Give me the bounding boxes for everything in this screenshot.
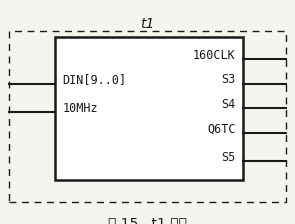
Text: 10MHz: 10MHz: [62, 102, 98, 115]
Text: S5: S5: [222, 151, 236, 164]
Text: S4: S4: [222, 98, 236, 111]
Bar: [55, 37, 243, 180]
Text: Q6TC: Q6TC: [207, 122, 236, 135]
Text: 160CLK: 160CLK: [193, 49, 236, 62]
Bar: [9, 31, 286, 202]
Text: DIN[9..0]: DIN[9..0]: [62, 73, 126, 86]
Text: 图 15   t1 模块: 图 15 t1 模块: [108, 216, 187, 224]
Text: t1: t1: [140, 17, 155, 31]
Text: S3: S3: [222, 73, 236, 86]
